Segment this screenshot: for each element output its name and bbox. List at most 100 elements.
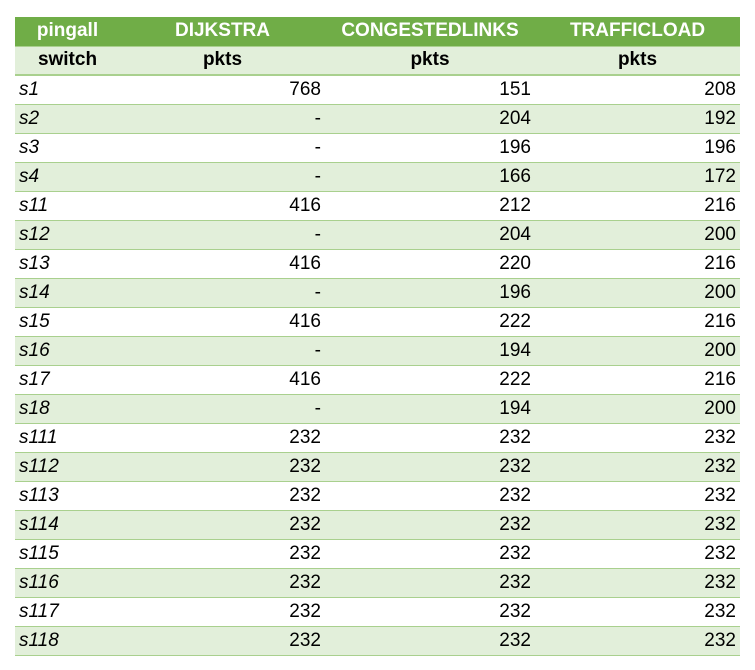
table-row: s14-196 200: [15, 277, 740, 308]
pkts-cell: 220: [325, 248, 535, 279]
pkts-cell: -: [120, 103, 325, 134]
subheader-pkts-dijkstra: pkts: [120, 45, 325, 76]
table-row: s115 232 232 232: [15, 538, 740, 569]
table-row: s118 232 232 232: [15, 625, 740, 656]
pkts-cell: 232: [535, 567, 740, 598]
table-row: s111 232 232 232: [15, 422, 740, 453]
pkts-cell: 232: [120, 538, 325, 569]
table-row: s16-194 200: [15, 335, 740, 366]
pkts-cell: 768: [120, 74, 325, 105]
pkts-cell: 208: [535, 74, 740, 105]
table-row: s3-196 196: [15, 132, 740, 163]
switch-cell: s113: [15, 480, 120, 511]
pkts-cell: 232: [120, 625, 325, 656]
table-row: s15 416 222 216: [15, 306, 740, 337]
switch-cell: s17: [15, 364, 120, 395]
pkts-cell: 196: [325, 277, 535, 308]
table-row: s11 416 212 216: [15, 190, 740, 221]
pkts-cell: 416: [120, 190, 325, 221]
pkts-cell: -: [120, 219, 325, 250]
header-row-units: switch pkts pkts pkts: [15, 45, 740, 76]
pkts-cell: 151: [325, 74, 535, 105]
pkts-cell: 172: [535, 161, 740, 192]
pkts-cell: 232: [325, 509, 535, 540]
switch-cell: s112: [15, 451, 120, 482]
switch-cell: s4: [15, 161, 120, 192]
table-row: s2-204 192: [15, 103, 740, 134]
pkts-cell: 216: [535, 364, 740, 395]
switch-cell: s115: [15, 538, 120, 569]
switch-cell: s13: [15, 248, 120, 279]
switch-cell: s1: [15, 74, 120, 105]
pkts-cell: 232: [325, 422, 535, 453]
table-row: s113 232 232 232: [15, 480, 740, 511]
pkts-cell: 232: [120, 596, 325, 627]
switch-cell: s3: [15, 132, 120, 163]
pkts-cell: 232: [325, 480, 535, 511]
header-dijkstra: DIJKSTRA: [120, 17, 325, 47]
pkts-cell: 232: [535, 509, 740, 540]
pkts-cell: -: [120, 132, 325, 163]
pkts-cell: 232: [120, 451, 325, 482]
table-row: s12-204 200: [15, 219, 740, 250]
header-trafficload: TRAFFICLOAD: [535, 17, 740, 47]
subheader-pkts-trafficload: pkts: [535, 45, 740, 76]
pkts-cell: -: [120, 277, 325, 308]
table-row: s112 232 232 232: [15, 451, 740, 482]
pkts-cell: 200: [535, 335, 740, 366]
pkts-cell: 232: [120, 422, 325, 453]
pkts-cell: -: [120, 393, 325, 424]
pkts-cell: 200: [535, 219, 740, 250]
switch-cell: s2: [15, 103, 120, 134]
switch-cell: s117: [15, 596, 120, 627]
switch-packets-table: pingall DIJKSTRA CONGESTEDLINKS TRAFFICL…: [15, 17, 740, 656]
pkts-cell: 232: [535, 538, 740, 569]
pkts-cell: -: [120, 335, 325, 366]
table-row: s18-194 200: [15, 393, 740, 424]
pkts-cell: 196: [325, 132, 535, 163]
switch-cell: s12: [15, 219, 120, 250]
table-row: s4-166 172: [15, 161, 740, 192]
switch-cell: s18: [15, 393, 120, 424]
pkts-cell: 216: [535, 190, 740, 221]
subheader-pkts-congestedlinks: pkts: [325, 45, 535, 76]
pkts-cell: 192: [535, 103, 740, 134]
pkts-cell: 204: [325, 103, 535, 134]
pkts-cell: 416: [120, 248, 325, 279]
table-row: s1 768 151 208: [15, 74, 740, 105]
pkts-cell: 216: [535, 248, 740, 279]
switch-cell: s116: [15, 567, 120, 598]
table-row: s117 232 232 232: [15, 596, 740, 627]
table-row: s116 232 232 232: [15, 567, 740, 598]
pkts-cell: -: [120, 161, 325, 192]
pkts-cell: 232: [120, 509, 325, 540]
pkts-cell: 196: [535, 132, 740, 163]
switch-cell: s15: [15, 306, 120, 337]
switch-cell: s114: [15, 509, 120, 540]
pkts-cell: 194: [325, 335, 535, 366]
pkts-cell: 232: [120, 480, 325, 511]
switch-cell: s118: [15, 625, 120, 656]
pkts-cell: 216: [535, 306, 740, 337]
pkts-cell: 232: [325, 596, 535, 627]
pkts-cell: 416: [120, 306, 325, 337]
pkts-cell: 204: [325, 219, 535, 250]
pkts-cell: 194: [325, 393, 535, 424]
table-container: pingall DIJKSTRA CONGESTEDLINKS TRAFFICL…: [15, 17, 740, 656]
switch-cell: s11: [15, 190, 120, 221]
pkts-cell: 222: [325, 306, 535, 337]
pkts-cell: 232: [535, 480, 740, 511]
pkts-cell: 416: [120, 364, 325, 395]
subheader-switch: switch: [15, 45, 120, 76]
pkts-cell: 232: [535, 625, 740, 656]
pkts-cell: 232: [120, 567, 325, 598]
pkts-cell: 200: [535, 277, 740, 308]
table-row: s114 232 232 232: [15, 509, 740, 540]
pkts-cell: 232: [535, 596, 740, 627]
pkts-cell: 232: [325, 451, 535, 482]
switch-cell: s111: [15, 422, 120, 453]
switch-cell: s14: [15, 277, 120, 308]
table-row: s17 416 222 216: [15, 364, 740, 395]
header-congestedlinks: CONGESTEDLINKS: [325, 17, 535, 47]
header-pingall: pingall: [15, 17, 120, 47]
